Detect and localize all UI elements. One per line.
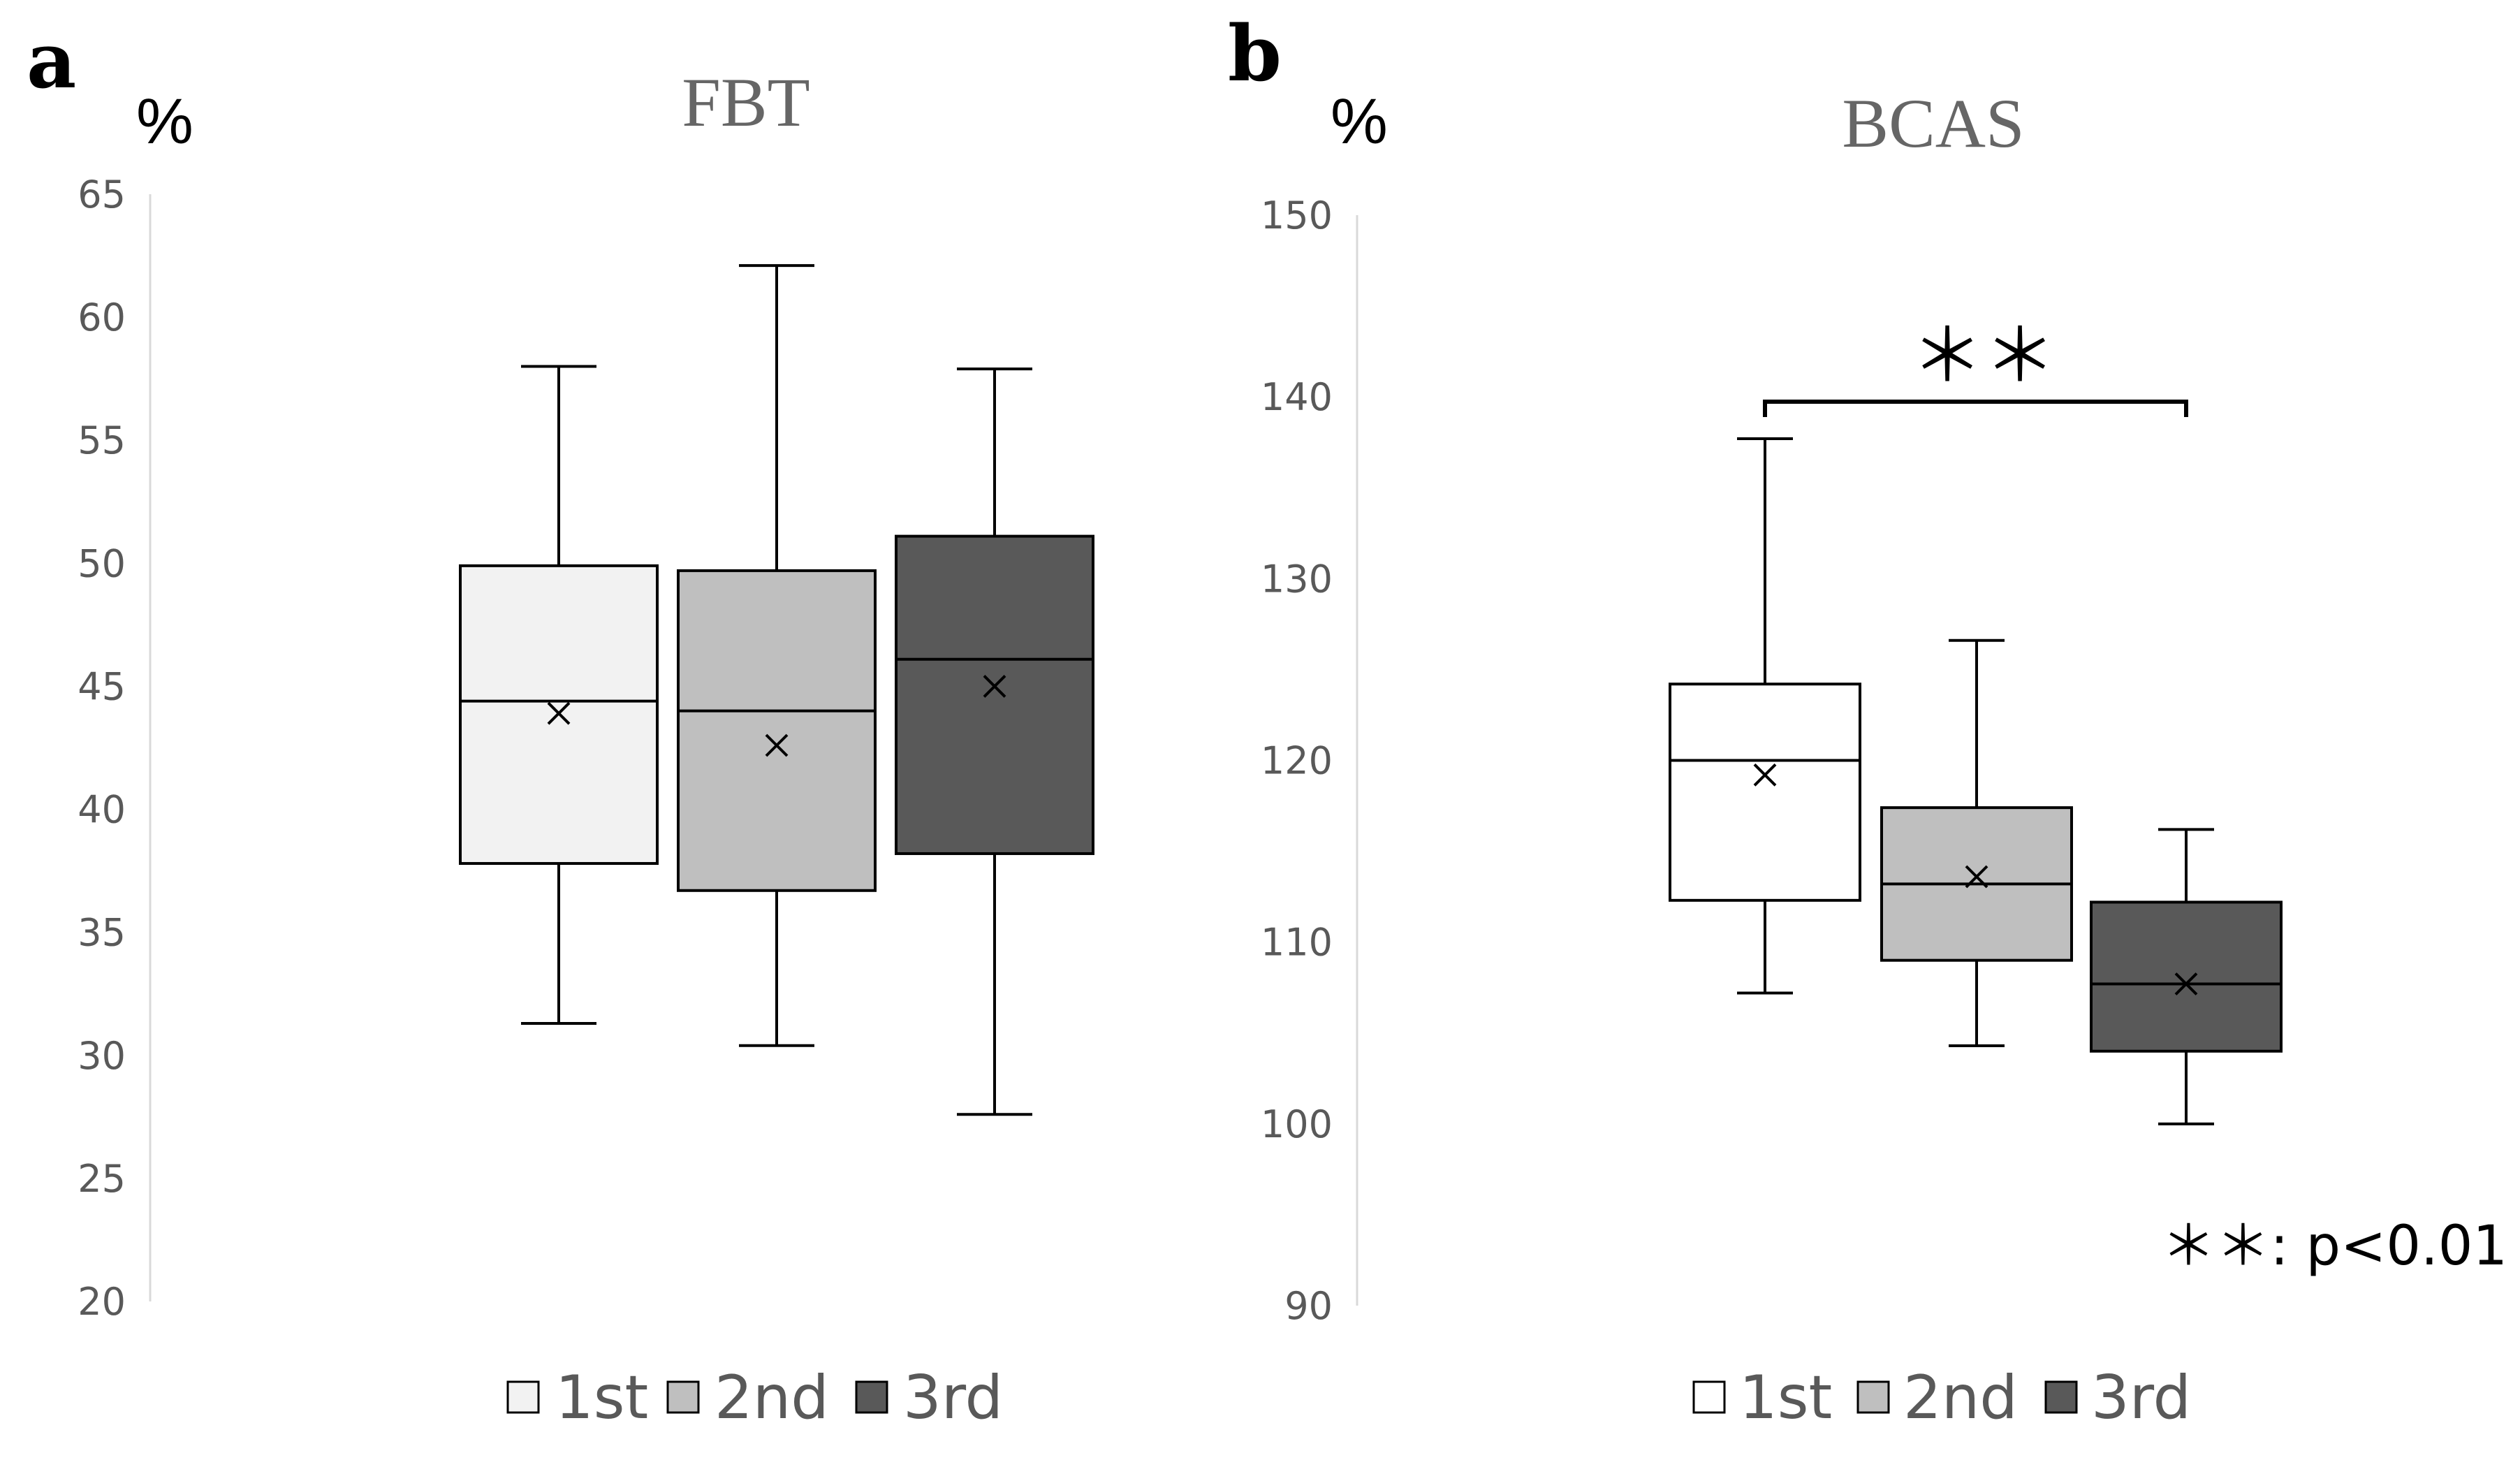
box-iqr — [1669, 683, 1861, 902]
legend-swatch-1st — [506, 1380, 540, 1414]
mean-marker — [983, 675, 1006, 698]
y-tick-label: 140 — [1261, 375, 1333, 419]
box-3rd — [895, 367, 1094, 1116]
panel-b-title: BCAS — [1842, 85, 2024, 162]
panel-a-plot: 65 60 55 50 45 40 35 30 25 20 1st 2nd 3rd — [78, 173, 1094, 1433]
legend: 1st 2nd 3rd — [506, 1363, 1003, 1433]
legend-label-3rd: 3rd — [2091, 1363, 2191, 1433]
box-2nd — [677, 264, 877, 1047]
y-tick-label: 110 — [1261, 921, 1333, 965]
significance-bracket — [1763, 400, 2188, 417]
box-iqr — [2090, 900, 2283, 1053]
panel-a-unit-label: % — [136, 86, 193, 157]
legend-swatch-1st — [1692, 1380, 1726, 1414]
mean-marker — [2174, 972, 2198, 995]
legend-swatch-3rd — [855, 1380, 888, 1414]
y-tick-label: 40 — [78, 788, 126, 832]
panel-a: a % FBT 65 60 55 50 45 40 35 30 25 20 1st 2nd 3rd — [27, 15, 1094, 1433]
y-tick-label: 120 — [1261, 739, 1333, 783]
box-1st — [459, 365, 659, 1025]
box-1st — [1669, 437, 1861, 995]
legend: 1st 2nd 3rd — [1692, 1363, 2191, 1433]
box-iqr — [677, 569, 877, 892]
panel-b-plot: 150 140 130 120 110 100 90 1st 2nd 3rd — [1261, 194, 2283, 1433]
box-2nd — [1880, 638, 2073, 1047]
panel-a-letter: a — [27, 15, 76, 105]
mean-marker — [1753, 763, 1777, 787]
legend-label-3rd: 3rd — [903, 1363, 1003, 1433]
y-tick-label: 25 — [78, 1157, 126, 1201]
y-tick-label: 45 — [78, 664, 126, 708]
significance-label: ＊＊ — [1911, 313, 2056, 398]
legend-label-2nd: 2nd — [1903, 1363, 2018, 1433]
y-tick-label: 55 — [78, 418, 126, 462]
panel-b-letter: b — [1228, 8, 1282, 98]
panel-b-unit-label: % — [1331, 86, 1388, 157]
panel-b: b % BCAS 150 140 130 120 110 100 90 1st 2nd 3rd ＊… — [1228, 8, 2507, 1433]
y-tick-label: 35 — [78, 911, 126, 955]
y-tick-label: 150 — [1261, 194, 1333, 238]
y-tick-label: 130 — [1261, 557, 1333, 601]
y-tick-label: 90 — [1284, 1284, 1333, 1328]
mean-marker — [765, 734, 789, 757]
legend-label-1st: 1st — [1739, 1363, 1832, 1433]
mean-marker — [547, 701, 571, 725]
panel-a-title: FBT — [682, 64, 810, 141]
y-tick-label: 65 — [78, 173, 126, 217]
y-tick-label: 30 — [78, 1034, 126, 1078]
mean-marker — [1965, 865, 1988, 889]
box-3rd — [2090, 828, 2283, 1125]
y-tick-label: 20 — [78, 1280, 126, 1324]
y-tick-label: 100 — [1261, 1102, 1333, 1146]
y-tick-label: 50 — [78, 541, 126, 585]
box-iqr — [895, 534, 1094, 855]
significance-note: ＊＊: p<0.01 — [2161, 1215, 2507, 1278]
legend-label-2nd: 2nd — [715, 1363, 829, 1433]
y-tick-label: 60 — [78, 295, 126, 340]
legend-swatch-2nd — [666, 1380, 700, 1414]
legend-swatch-3rd — [2044, 1380, 2078, 1414]
legend-swatch-2nd — [1856, 1380, 1890, 1414]
legend-label-1st: 1st — [555, 1363, 648, 1433]
